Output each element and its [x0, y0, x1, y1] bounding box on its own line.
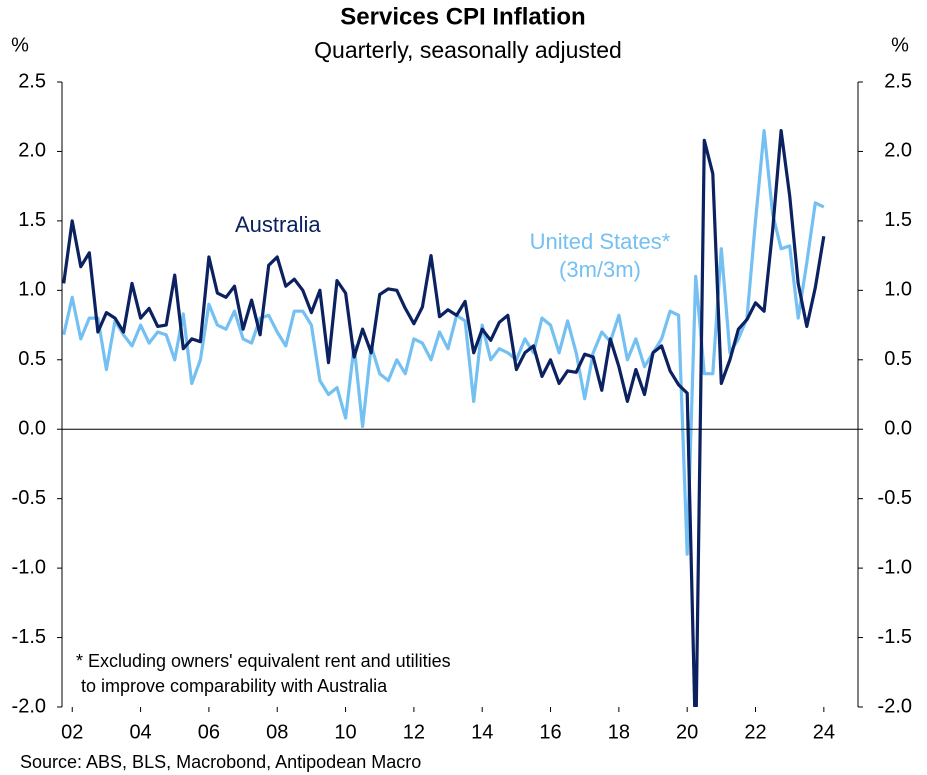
y-tick-label: -1.0 — [12, 556, 46, 578]
y2-tick-label: 0.0 — [884, 418, 912, 440]
y-tick-label: 0.0 — [18, 418, 46, 440]
series-label: United States* — [530, 229, 671, 254]
y-tick-label: 0.5 — [18, 348, 46, 370]
y2-tick-label: 1.0 — [884, 279, 912, 301]
x-tick-label: 10 — [334, 721, 356, 743]
y-tick-label: -2.0 — [12, 695, 46, 717]
x-tick-label: 20 — [676, 721, 698, 743]
y2-tick-label: 2.5 — [884, 70, 912, 92]
y2-tick-label: -1.0 — [878, 556, 912, 578]
y-tick-label: -1.5 — [12, 626, 46, 648]
y2-tick-label: 1.5 — [884, 209, 912, 231]
x-tick-label: 04 — [129, 721, 151, 743]
y-axis-label: % — [11, 34, 29, 56]
x-tick-label: 12 — [403, 721, 425, 743]
y2-tick-label: 0.5 — [884, 348, 912, 370]
y-tick-label: 2.0 — [18, 140, 46, 162]
y-tick-label: 1.5 — [18, 209, 46, 231]
y2-tick-label: -1.5 — [878, 626, 912, 648]
y2-tick-label: 2.0 — [884, 140, 912, 162]
series-line — [62, 129, 826, 707]
chart-title: Services CPI Inflation — [340, 3, 585, 30]
x-tick-label: 06 — [198, 721, 220, 743]
y2-tick-label: -2.0 — [878, 695, 912, 717]
y-tick-label: 2.5 — [18, 70, 46, 92]
x-tick-label: 18 — [608, 721, 630, 743]
y2-tick-label: -0.5 — [878, 487, 912, 509]
x-tick-label: 24 — [813, 721, 835, 743]
source: Source: ABS, BLS, Macrobond, Antipodean … — [20, 752, 421, 772]
plot-area — [62, 129, 826, 707]
y-tick-label: -0.5 — [12, 487, 46, 509]
x-tick-label: 16 — [539, 721, 561, 743]
x-tick-label: 14 — [471, 721, 493, 743]
annotation: (3m/3m) — [559, 257, 641, 282]
x-tick-label: 08 — [266, 721, 288, 743]
chart-subtitle: Quarterly, seasonally adjusted — [314, 37, 622, 63]
y2-axis-label: % — [891, 34, 909, 56]
series-label: Australia — [235, 212, 321, 237]
annotation: to improve comparability with Australia — [76, 676, 388, 696]
annotation: * Excluding owners' equivalent rent and … — [76, 651, 451, 671]
series-line — [62, 129, 825, 556]
y-tick-label: 1.0 — [18, 279, 46, 301]
x-tick-label: 22 — [744, 721, 766, 743]
x-tick-label: 02 — [61, 721, 83, 743]
